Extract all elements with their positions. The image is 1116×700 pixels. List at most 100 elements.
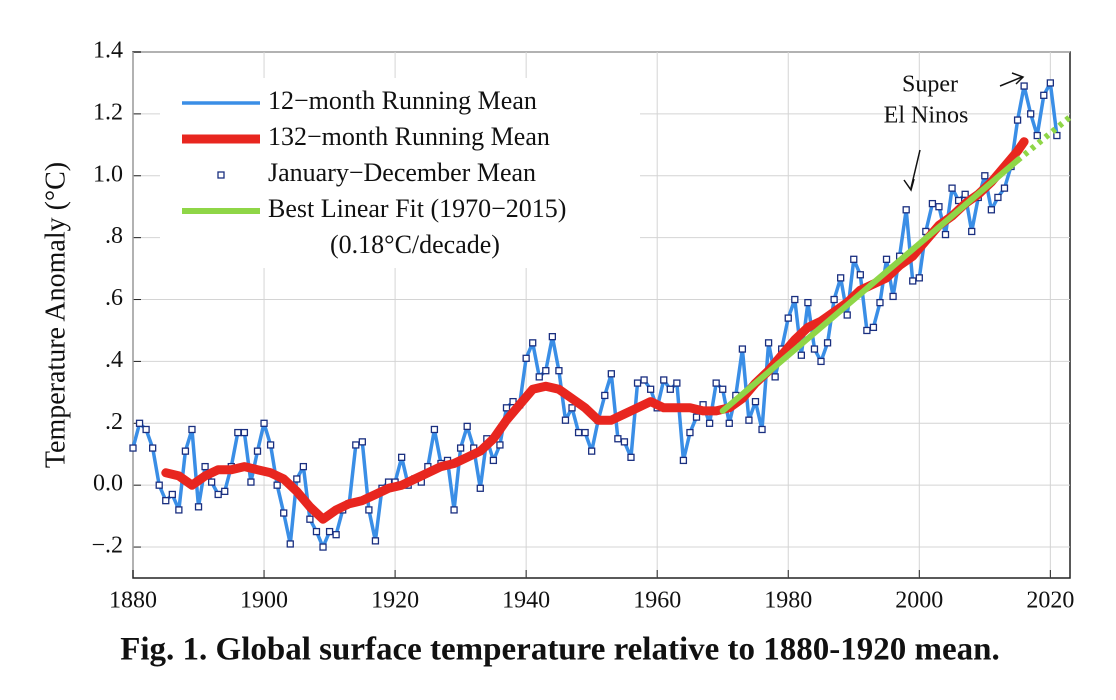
data-point [201,462,209,471]
data-point [614,435,622,443]
x-tick-label: 1940 [502,588,550,614]
data-point [529,339,537,347]
data-point [660,376,668,384]
data-point [935,203,943,211]
data-point [889,292,897,301]
data-point [456,444,465,452]
data-point [188,425,196,434]
data-point [882,255,891,263]
data-point [856,271,864,279]
data-point [745,416,753,424]
data-point [522,354,530,362]
data-point [719,385,727,393]
data-point [968,227,976,236]
data-point [797,351,805,359]
series-line [161,137,1029,524]
data-point [247,478,255,486]
legend-swatch [217,171,225,179]
data-point [1027,110,1035,118]
data-point [666,385,674,393]
x-tick-label: 1980 [764,588,812,614]
annotation: Super [902,72,958,98]
series-line [1015,114,1072,163]
data-point [325,527,334,536]
data-point [463,422,471,431]
data-point [581,428,589,437]
data-point [588,447,596,455]
legend-bg [160,78,640,268]
data-point [725,419,733,427]
series-line [131,81,1059,549]
arrow-head [1011,72,1025,85]
data-point [221,487,229,496]
data-point [954,196,963,205]
data-point [751,397,760,406]
legend-label: January−December Mean [268,158,536,187]
data-point [548,333,557,341]
data-point [640,376,648,384]
data-point [705,419,714,427]
y-axis-label: Temperature Anomaly (°C) [40,162,71,468]
legend: 12−month Running Mean 132−month Running M… [182,86,566,223]
data-point [240,428,249,437]
data-point [299,462,308,471]
data-point [142,425,150,434]
y-tick-label: 1.2 [93,99,123,125]
data-point [194,503,203,511]
data-point [260,419,268,427]
data-point [371,537,380,545]
x-tick-label: 2000 [895,588,943,614]
data-point [332,531,340,539]
data-point [830,295,838,304]
data-point [352,441,360,449]
data-point [1040,91,1048,99]
data-point [791,295,799,304]
data-point [542,367,550,375]
data-point [162,496,170,505]
data-point [692,413,701,421]
x-tick-label: 1920 [371,588,419,614]
caption: Fig. 1. Global surface temperature relat… [120,632,1000,668]
data-point [319,543,327,551]
arrow-head [903,178,915,192]
data-point [266,441,275,449]
legend-label: 12−month Running Mean [268,86,537,115]
x-tick-label: 1960 [633,588,681,614]
data-point [601,391,609,400]
data-point [987,206,996,214]
data-point [902,206,910,214]
data-point [784,314,792,322]
data-point [764,339,773,347]
data-point [928,199,937,208]
data-point [869,323,878,332]
data-point [207,478,216,486]
x-tick-label: 2020 [1026,588,1074,614]
data-point [823,339,832,347]
legend-label: Best Linear Fit (1970−2015) [268,194,566,223]
data-point [149,444,157,452]
data-point [1020,82,1028,90]
data-point [994,193,1002,202]
arrow [999,76,1023,87]
data-point [155,481,163,489]
data-point [915,274,923,282]
data-point [1013,116,1022,124]
data-point [620,438,629,446]
data-point [810,345,819,353]
y-tick-label: 1.0 [93,161,123,187]
data-point [365,506,373,514]
data-point [1033,131,1041,140]
data-point [214,490,222,499]
data-point [679,456,688,465]
data-point [909,277,917,285]
y-tick-label: 1.4 [93,38,123,64]
series-line [719,157,1021,414]
y-tick-label: .8 [105,223,123,249]
data-point [633,379,642,387]
data-point [948,184,956,192]
data-point [168,490,176,499]
data-point [286,540,294,548]
data-point [673,379,681,387]
data-point [758,425,766,434]
